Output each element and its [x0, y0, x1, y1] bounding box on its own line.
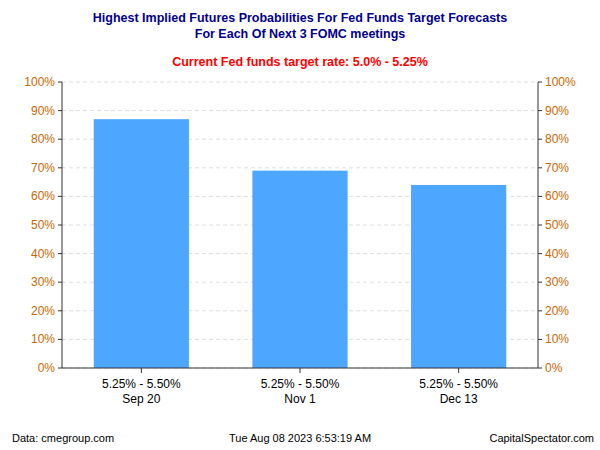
y2-tick — [538, 310, 542, 311]
text-line: 5.25% - 5.50% — [419, 377, 498, 391]
y2-tick-label: 50% — [545, 218, 569, 232]
y2-axis: 0% 10% 20% 30% 40% 50% 60% 70% 80% 90% 100% — [538, 75, 576, 375]
bar — [94, 119, 189, 368]
y-tick — [58, 196, 62, 197]
y-tick — [58, 368, 62, 369]
grid — [62, 82, 538, 368]
text-line: For Each Of Next 3 FOMC meetings — [195, 27, 406, 41]
bars — [94, 119, 507, 368]
x-tick-label: 5.25% - 5.50%Nov 1 — [261, 377, 340, 406]
y2-tick — [538, 167, 542, 168]
y2-tick — [538, 110, 542, 111]
annotation: Tue Aug 08 2023 6:53:19 AM — [229, 432, 371, 444]
y2-tick-label: 100% — [545, 75, 576, 89]
y2-tick — [538, 368, 542, 369]
y2-tick-label: 10% — [545, 332, 569, 346]
y-tick-label: 20% — [31, 304, 55, 318]
title: Highest Implied Futures Probabilities Fo… — [93, 11, 507, 41]
axes — [62, 82, 538, 368]
x-tick — [141, 368, 142, 373]
y2-tick-label: 90% — [545, 104, 569, 118]
annotation: Data: cmegroup.com — [12, 432, 114, 444]
x-axis: 5.25% - 5.50%Sep 205.25% - 5.50%Nov 15.2… — [102, 368, 498, 406]
y-tick — [58, 310, 62, 311]
text-line: Nov 1 — [284, 392, 316, 406]
y2-tick — [538, 282, 542, 283]
y2-tick-label: 70% — [545, 161, 569, 175]
y-tick-label: 50% — [31, 218, 55, 232]
y-tick-label: 40% — [31, 247, 55, 261]
bar — [411, 185, 506, 368]
y2-tick — [538, 339, 542, 340]
bar — [252, 171, 347, 368]
x-tick — [300, 368, 301, 373]
y2-tick-label: 20% — [545, 304, 569, 318]
y-tick-label: 10% — [31, 332, 55, 346]
y-tick — [58, 225, 62, 226]
y-axis: 0% 10% 20% 30% 40% 50% 60% 70% 80% 90% 100% — [24, 75, 62, 375]
text-line: 5.25% - 5.50% — [261, 377, 340, 391]
footer: Data: cmegroup.com Tue Aug 08 2023 6:53:1… — [12, 432, 594, 444]
text-line: Dec 13 — [440, 392, 478, 406]
x-tick-label: 5.25% - 5.50%Dec 13 — [419, 377, 498, 406]
grid-line — [62, 82, 538, 83]
y-tick — [58, 167, 62, 168]
y-tick-label: 30% — [31, 275, 55, 289]
y2-tick — [538, 139, 542, 140]
y2-tick-label: 40% — [545, 247, 569, 261]
grid-line — [62, 110, 538, 111]
y-tick-label: 90% — [31, 104, 55, 118]
y-tick — [58, 253, 62, 254]
text-line: 5.25% - 5.50% — [102, 377, 181, 391]
y2-tick-label: 60% — [545, 189, 569, 203]
y2-tick — [538, 82, 542, 83]
y2-tick-label: 80% — [545, 132, 569, 146]
subtitle: Current Fed funds target rate: 5.0% - 5.… — [172, 55, 428, 69]
x-tick — [458, 368, 459, 373]
chart: Highest Implied Futures Probabilities Fo… — [0, 0, 600, 450]
y-tick-label: 70% — [31, 161, 55, 175]
text-line: Sep 20 — [122, 392, 160, 406]
y-tick — [58, 110, 62, 111]
y-tick — [58, 139, 62, 140]
y2-tick — [538, 225, 542, 226]
y-tick-label: 0% — [38, 361, 56, 375]
y-tick-label: 60% — [31, 189, 55, 203]
y-tick — [58, 82, 62, 83]
y-tick-label: 100% — [24, 75, 55, 89]
x-tick-label: 5.25% - 5.50%Sep 20 — [102, 377, 181, 406]
text-line: Highest Implied Futures Probabilities Fo… — [93, 11, 507, 25]
background — [0, 0, 600, 450]
y-tick-label: 80% — [31, 132, 55, 146]
y-tick — [58, 282, 62, 283]
y2-tick-label: 0% — [545, 361, 563, 375]
y2-tick — [538, 253, 542, 254]
annotation: CapitalSpectator.com — [489, 432, 594, 444]
y-tick — [58, 339, 62, 340]
y2-tick — [538, 196, 542, 197]
y2-tick-label: 30% — [545, 275, 569, 289]
